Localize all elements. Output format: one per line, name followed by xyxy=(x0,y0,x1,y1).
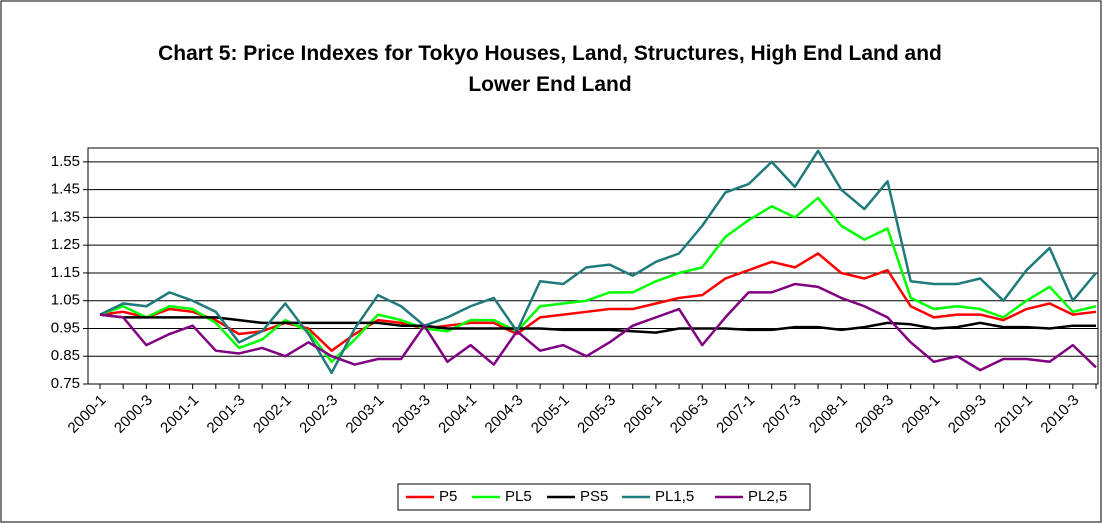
y-tick-label: 1.45 xyxy=(51,181,80,198)
y-tick-label: 1.15 xyxy=(51,264,80,281)
series-line xyxy=(99,282,1097,372)
series-line xyxy=(99,149,1097,375)
y-tick-label: 0.95 xyxy=(51,319,80,336)
y-tick-label: 1.25 xyxy=(51,236,80,253)
y-tick-label: 1.05 xyxy=(51,292,80,309)
series-line xyxy=(99,196,1097,364)
y-tick-label: 1.35 xyxy=(51,208,80,225)
legend-label: PS5 xyxy=(580,488,608,505)
y-tick-label: 0.85 xyxy=(51,347,80,364)
legend-label: PL1,5 xyxy=(655,488,694,505)
y-tick-label: 1.55 xyxy=(51,153,80,170)
chart-title: Chart 5: Price Indexes for Tokyo Houses,… xyxy=(158,42,942,96)
series-line xyxy=(99,313,1096,334)
y-tick-label: 0.75 xyxy=(51,375,80,392)
legend-label: PL2,5 xyxy=(748,488,787,505)
legend-label: PL5 xyxy=(505,488,532,505)
legend-label: P5 xyxy=(439,488,457,505)
series-line xyxy=(99,252,1097,352)
